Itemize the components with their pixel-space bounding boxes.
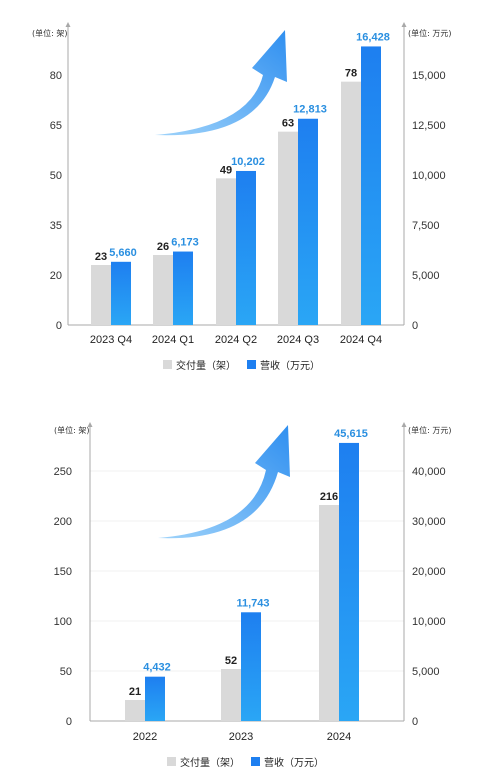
legend-label-delivery: 交付量（架）: [180, 756, 240, 769]
right-axis-arrowhead: [401, 422, 407, 427]
left-axis-unit: (单位: 架): [32, 28, 67, 38]
bar-delivery: [91, 265, 111, 325]
left-axis-tick: 150: [54, 566, 72, 578]
left-axis-tick: 35: [50, 220, 62, 232]
trend-arrow: [155, 30, 287, 136]
data-label-delivery: 23: [95, 251, 107, 263]
bar-revenue: [145, 676, 165, 721]
bar-delivery: [341, 81, 361, 326]
bar-revenue: [241, 612, 261, 721]
right-axis-tick: 0: [412, 320, 418, 332]
bar-revenue: [111, 261, 131, 325]
right-axis-tick: 7,500: [412, 220, 440, 232]
legend-swatch-revenue: [247, 360, 256, 369]
bar-revenue: [236, 170, 256, 325]
legend-label-delivery: 交付量（架）: [176, 359, 236, 372]
left-axis-tick: 0: [56, 320, 62, 332]
left-axis-tick: 200: [54, 516, 72, 528]
legend-label-revenue: 营收（万元）: [260, 359, 320, 372]
x-axis-tick: 2022: [133, 731, 157, 743]
bar-revenue: [173, 251, 193, 325]
left-axis-tick: 0: [66, 716, 72, 728]
right-axis-tick: 10,000: [412, 616, 446, 628]
right-axis-unit: (单位: 万元): [408, 425, 451, 435]
right-axis-tick: 20,000: [412, 566, 446, 578]
bar-delivery: [278, 131, 298, 325]
right-axis-tick: 30,000: [412, 516, 446, 528]
left-axis-tick: 50: [60, 666, 72, 678]
data-label-revenue: 16,428: [356, 31, 390, 43]
legend-label-revenue: 营收（万元）: [264, 756, 324, 769]
data-label-delivery: 26: [157, 241, 169, 253]
data-label-delivery: 63: [282, 118, 294, 130]
right-axis-tick: 5,000: [412, 270, 440, 282]
left-axis-tick: 100: [54, 616, 72, 628]
x-axis-tick: 2024 Q2: [215, 334, 257, 346]
right-axis-tick: 12,500: [412, 120, 446, 132]
bar-revenue: [361, 46, 381, 325]
left-axis-tick: 50: [50, 170, 62, 182]
right-axis-unit: (单位: 万元): [408, 28, 451, 38]
chart-annual: (单位: 架) (单位: 万元) 0 50 100 150 200 250 0 5,000 10,0…: [54, 422, 451, 769]
right-axis-tick: 5,000: [412, 666, 440, 678]
bar-delivery: [125, 700, 145, 721]
right-axis-tick: 15,000: [412, 70, 446, 82]
legend-swatch-delivery: [163, 360, 172, 369]
data-label-revenue: 45,615: [334, 428, 368, 440]
data-label-delivery: 49: [220, 164, 232, 176]
data-label-revenue: 10,202: [231, 156, 265, 168]
data-label-revenue: 11,743: [236, 597, 269, 609]
x-axis-tick: 2024 Q1: [152, 334, 194, 346]
data-label-delivery: 78: [345, 68, 357, 80]
left-axis-unit: (单位: 架): [54, 425, 89, 435]
left-axis-tick: 20: [50, 270, 62, 282]
bar-revenue: [339, 442, 359, 721]
right-axis-tick: 10,000: [412, 170, 446, 182]
legend-swatch-revenue: [251, 757, 260, 766]
right-axis-tick: 40,000: [412, 466, 446, 478]
data-label-revenue: 4,432: [143, 662, 171, 674]
left-axis-arrowhead: [65, 22, 71, 27]
data-label-revenue: 6,173: [171, 237, 199, 249]
x-axis-tick: 2023 Q4: [90, 334, 132, 346]
bar-delivery: [153, 255, 173, 325]
legend-swatch-delivery: [167, 757, 176, 766]
left-axis-arrowhead: [87, 422, 93, 427]
left-axis-tick: 65: [50, 120, 62, 132]
x-axis-tick: 2024 Q4: [340, 334, 382, 346]
right-axis-arrowhead: [401, 22, 407, 27]
data-label-delivery: 21: [129, 686, 141, 698]
data-label-revenue: 12,813: [293, 104, 327, 116]
chart-quarterly: (单位: 架) (单位: 万元) 0 20 35 50 65 80 0 5,000 7,500 10,…: [32, 22, 451, 372]
x-axis-tick: 2023: [229, 731, 253, 743]
data-label-delivery: 52: [225, 655, 237, 667]
x-axis-tick: 2024: [327, 731, 351, 743]
bar-delivery: [216, 178, 236, 325]
bar-revenue: [298, 118, 318, 326]
bar-delivery: [221, 669, 241, 721]
x-axis-tick: 2024 Q3: [277, 334, 319, 346]
left-axis-tick: 250: [54, 466, 72, 478]
data-label-revenue: 5,660: [109, 247, 137, 259]
right-axis-tick: 0: [412, 716, 418, 728]
data-label-delivery: 216: [320, 491, 338, 503]
left-axis-tick: 80: [50, 70, 62, 82]
bar-delivery: [319, 505, 339, 721]
trend-arrow: [158, 425, 290, 539]
